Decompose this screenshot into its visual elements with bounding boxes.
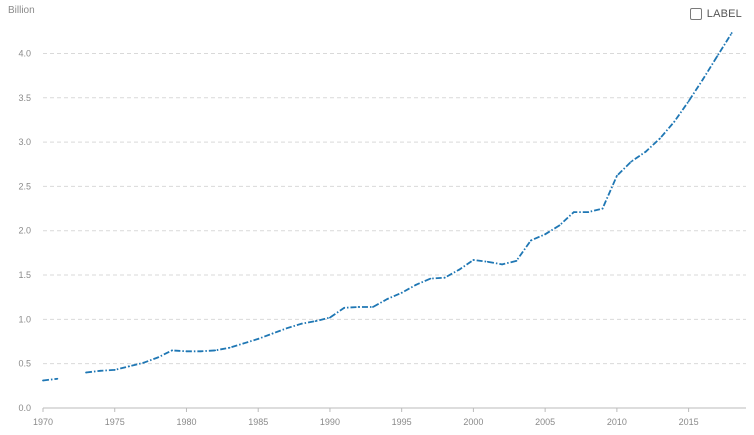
data-point — [644, 150, 647, 153]
y-tick-label: 3.0 — [18, 137, 31, 147]
data-point — [199, 350, 202, 353]
data-point — [601, 207, 604, 210]
y-tick-label: 2.0 — [18, 226, 31, 236]
data-point — [372, 306, 374, 308]
data-point — [659, 137, 661, 140]
data-point — [501, 263, 504, 266]
x-tick-label: 2005 — [535, 417, 555, 427]
data-point — [443, 276, 446, 279]
data-point — [156, 356, 159, 359]
x-tick-label: 2010 — [607, 417, 627, 427]
y-tick-label: 0.0 — [18, 403, 31, 413]
x-tick-label: 1970 — [33, 417, 53, 427]
y-tick-label: 1.0 — [18, 314, 31, 324]
x-tick-label: 1990 — [320, 417, 340, 427]
data-point — [400, 291, 403, 294]
x-tick-label: 1995 — [392, 417, 412, 427]
data-point — [415, 283, 417, 286]
data-point — [171, 349, 174, 352]
series-line — [42, 32, 733, 382]
y-tick-label: 1.5 — [18, 270, 31, 280]
data-point — [42, 379, 44, 382]
data-point — [429, 277, 432, 280]
data-point — [343, 306, 346, 309]
data-point — [544, 233, 547, 236]
data-point — [572, 211, 575, 214]
data-point — [630, 160, 633, 163]
data-point — [486, 260, 489, 263]
data-point — [558, 224, 561, 227]
x-tick-label: 1985 — [248, 417, 268, 427]
data-point — [329, 316, 331, 319]
data-point — [673, 120, 676, 123]
data-point — [271, 332, 274, 335]
data-point — [185, 350, 188, 353]
y-tick-label: 3.5 — [18, 93, 31, 103]
y-tick-label: 4.0 — [18, 48, 31, 58]
data-point — [56, 377, 59, 380]
data-point — [214, 349, 217, 352]
y-tick-label: 0.5 — [18, 359, 31, 369]
data-point — [85, 371, 87, 374]
data-point — [587, 211, 590, 214]
data-point — [242, 342, 245, 345]
data-point — [615, 174, 618, 177]
y-axis-ticks: 0.0 0.5 1.0 1.5 2.0 2.5 3.0 3.5 4.0 — [18, 48, 31, 413]
data-point — [386, 298, 389, 300]
data-point — [357, 306, 360, 308]
x-tick-label: 2015 — [679, 417, 699, 427]
data-point — [314, 320, 317, 323]
data-point — [228, 346, 231, 349]
y-axis-unit-label: Billion — [8, 5, 35, 16]
data-point — [458, 268, 460, 271]
data-point — [730, 32, 733, 34]
legend-checkbox[interactable] — [689, 8, 702, 20]
x-tick-label: 2000 — [463, 417, 483, 427]
data-point — [99, 369, 102, 372]
y-tick-label: 2.5 — [18, 181, 31, 191]
data-point — [142, 361, 145, 364]
data-point — [285, 327, 288, 330]
data-point — [515, 259, 518, 262]
data-point — [128, 365, 130, 368]
data-point — [687, 100, 690, 103]
x-tick-label: 1975 — [105, 417, 125, 427]
gridlines — [43, 52, 746, 409]
data-point — [716, 55, 719, 58]
series-segment — [85, 32, 733, 374]
x-axis-ticks: 1970 1975 1980 1985 1990 1995 2000 2005 2010 2015 — [33, 408, 699, 427]
legend-toggle[interactable]: LABEL — [689, 8, 742, 20]
data-point — [257, 337, 260, 340]
data-point — [472, 259, 475, 261]
data-point — [300, 322, 303, 325]
series-segment — [42, 377, 58, 382]
legend-label: LABEL — [706, 8, 742, 20]
data-point — [702, 78, 704, 81]
data-point — [529, 239, 532, 242]
data-point — [113, 368, 116, 371]
x-tick-label: 1980 — [176, 417, 196, 427]
